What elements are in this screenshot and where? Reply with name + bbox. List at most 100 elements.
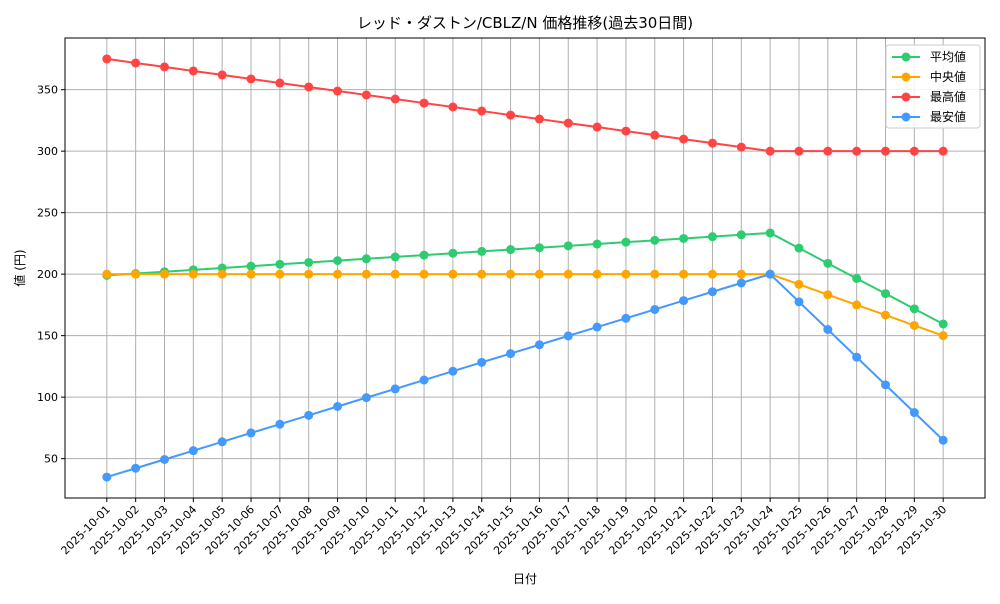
data-point [275, 269, 285, 279]
data-point [534, 269, 544, 279]
data-point [679, 134, 689, 144]
y-tick-label: 150 [37, 330, 58, 343]
data-point [563, 269, 573, 279]
data-point [159, 455, 169, 465]
data-point [333, 256, 343, 266]
data-point [419, 375, 429, 385]
legend-marker [901, 52, 911, 62]
series-line [106, 273, 944, 337]
data-point [592, 122, 602, 132]
data-point [419, 98, 429, 108]
data-point [506, 269, 516, 279]
x-axis-label: 日付 [513, 572, 537, 586]
data-point [563, 241, 573, 251]
data-point [333, 269, 343, 279]
series-3 [102, 269, 948, 482]
data-point [563, 331, 573, 341]
y-tick-label: 300 [37, 145, 58, 158]
legend-label: 最高値 [930, 89, 966, 104]
legend-label: 平均値 [930, 49, 966, 64]
legend-marker [901, 112, 911, 122]
data-point [390, 94, 400, 104]
data-point [506, 245, 516, 255]
data-point [361, 90, 371, 100]
data-point [534, 243, 544, 253]
y-axis-label: 値 (円) [12, 249, 27, 286]
data-point [333, 86, 343, 96]
data-point [794, 146, 804, 156]
data-point [679, 269, 689, 279]
data-point [361, 254, 371, 264]
y-tick-label: 100 [37, 391, 58, 404]
chart-title: レッド・ダストン/CBLZ/N 価格推移(過去30日間) [357, 14, 693, 32]
series-2 [102, 54, 948, 156]
data-point [390, 384, 400, 394]
data-point [679, 233, 689, 243]
data-point [304, 82, 314, 92]
data-point [881, 310, 891, 320]
data-point [765, 146, 775, 156]
legend-box [885, 44, 981, 129]
data-point [592, 322, 602, 332]
data-point [217, 70, 227, 80]
data-point [823, 146, 833, 156]
data-point [304, 269, 314, 279]
data-point [159, 269, 169, 279]
series-0 [102, 228, 948, 329]
data-point [881, 146, 891, 156]
data-point [909, 408, 919, 418]
x-axis: 2025-10-012025-10-022025-10-032025-10-04… [59, 498, 949, 557]
data-point [621, 269, 631, 279]
data-point [650, 130, 660, 140]
data-point [361, 269, 371, 279]
data-point [707, 232, 717, 242]
data-point [275, 259, 285, 269]
legend-marker [901, 72, 911, 82]
data-point [938, 319, 948, 329]
data-point [592, 239, 602, 249]
data-point [679, 296, 689, 306]
data-point [477, 269, 487, 279]
grid [65, 38, 985, 498]
series-group [102, 54, 948, 482]
series-1 [102, 269, 948, 341]
data-point [102, 54, 112, 64]
data-point [938, 146, 948, 156]
series-line [106, 273, 944, 479]
legend-label: 最安値 [930, 109, 966, 124]
data-point [592, 269, 602, 279]
data-point [246, 269, 256, 279]
data-point [131, 463, 141, 473]
y-tick-label: 200 [37, 268, 58, 281]
data-point [765, 228, 775, 238]
data-point [102, 472, 112, 482]
data-point [621, 313, 631, 323]
data-point [246, 74, 256, 84]
data-point [246, 261, 256, 271]
data-point [159, 62, 169, 72]
data-point [534, 114, 544, 124]
data-point [650, 269, 660, 279]
data-point [333, 401, 343, 411]
data-point [650, 235, 660, 245]
data-point [275, 419, 285, 429]
data-point [217, 263, 227, 273]
data-point [188, 446, 198, 456]
series-line [106, 231, 944, 325]
data-point [448, 366, 458, 376]
data-point [938, 331, 948, 341]
data-point [823, 258, 833, 268]
data-point [477, 357, 487, 367]
data-point [794, 243, 804, 253]
data-point [794, 297, 804, 307]
y-tick-label: 250 [37, 207, 58, 220]
data-point [448, 248, 458, 258]
data-point [131, 269, 141, 279]
data-point [736, 278, 746, 288]
data-point [217, 269, 227, 279]
data-point [448, 102, 458, 112]
data-point [506, 349, 516, 359]
data-point [823, 324, 833, 334]
legend-label: 中央値 [930, 69, 966, 84]
